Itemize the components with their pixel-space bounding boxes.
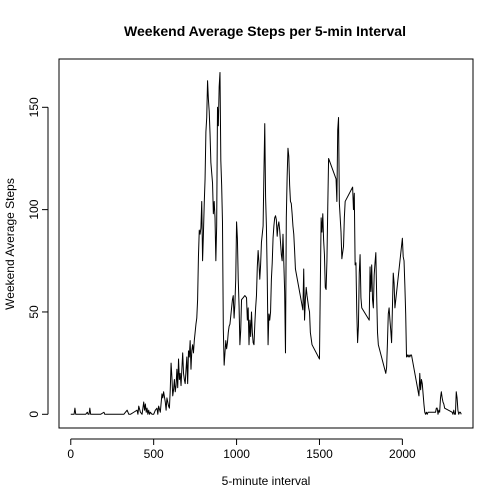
chart-title: Weekend Average Steps per 5-min Interval xyxy=(124,23,406,39)
y-tick-label: 0 xyxy=(27,411,41,418)
y-axis: 0 50 100 150 xyxy=(27,97,49,418)
x-tick-label: 500 xyxy=(144,447,164,461)
x-tick-label: 1000 xyxy=(223,447,250,461)
y-tick-label: 50 xyxy=(27,305,41,319)
y-axis-label: Weekend Average Steps xyxy=(3,178,17,310)
plot-frame xyxy=(58,58,474,429)
y-tick-label: 150 xyxy=(27,97,41,117)
x-tick-label: 0 xyxy=(67,447,74,461)
y-tick-label: 100 xyxy=(27,199,41,219)
x-axis-label: 5-minute interval xyxy=(222,474,311,488)
x-tick-label: 2000 xyxy=(389,447,416,461)
x-axis: 0 500 1000 1500 2000 xyxy=(67,438,416,461)
x-tick-label: 1500 xyxy=(306,447,333,461)
series-line-weekend-steps xyxy=(70,72,462,415)
